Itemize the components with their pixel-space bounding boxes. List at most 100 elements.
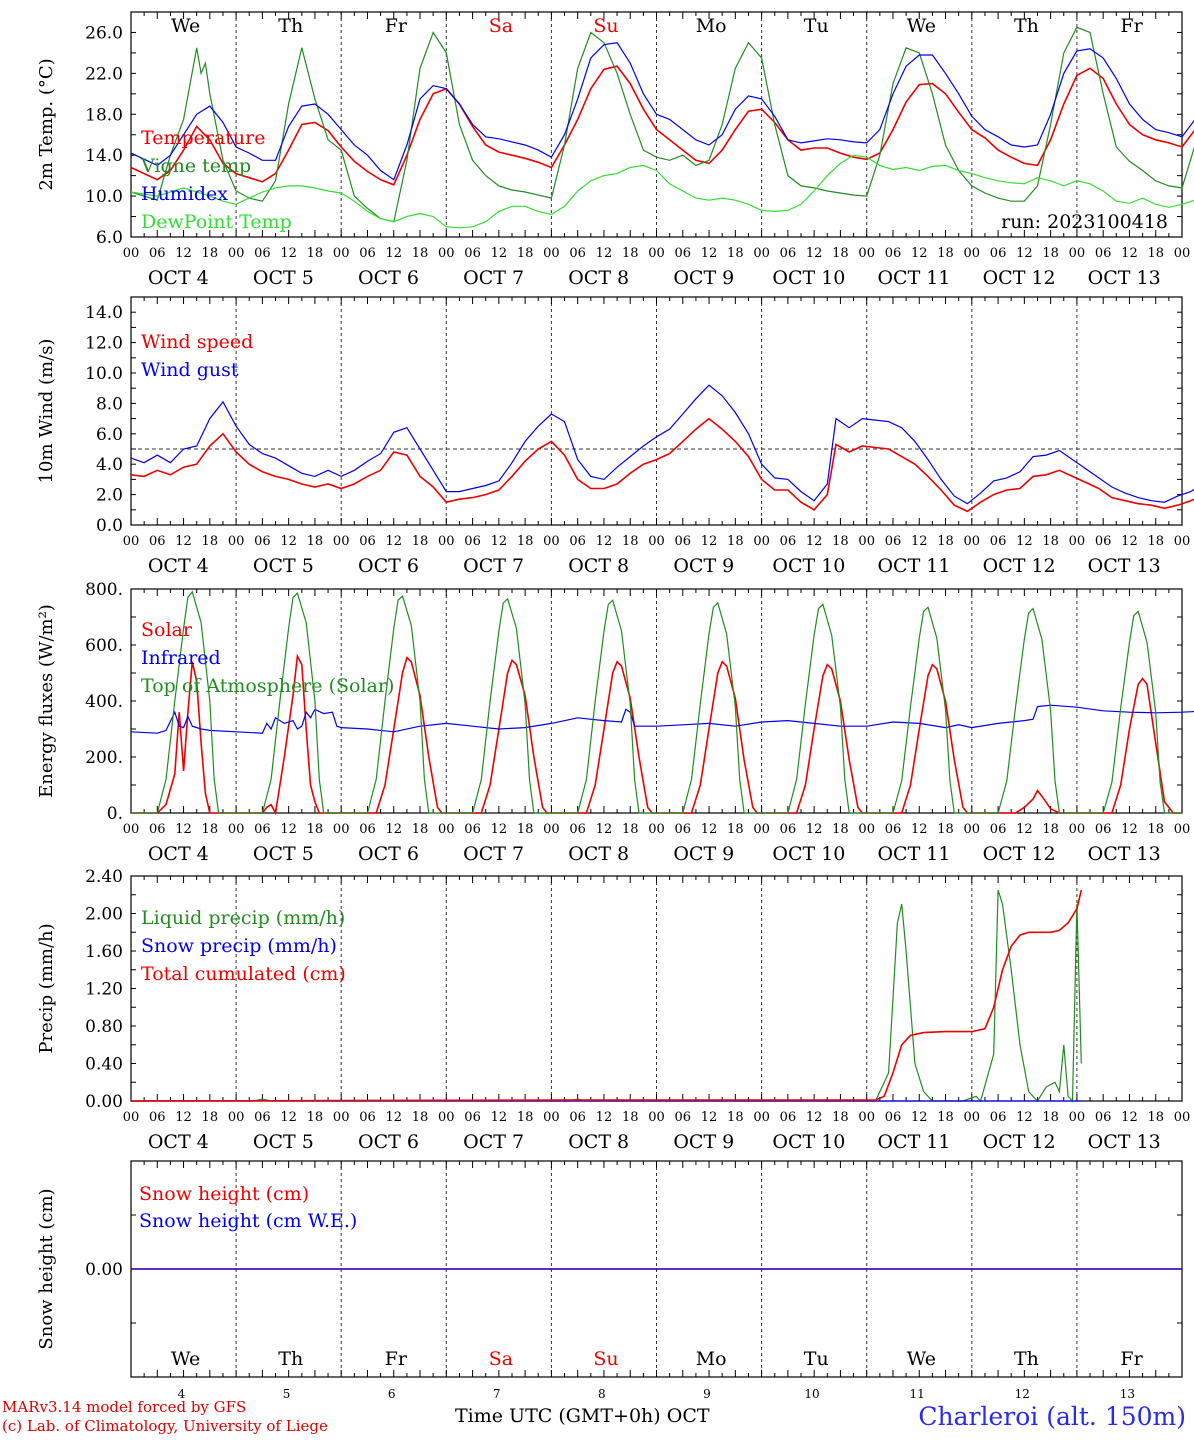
hour-tick-label: 00 [438,1110,455,1125]
y-axis-label: Precip (mm/h) [36,923,57,1053]
hour-tick-label: 06 [569,822,586,837]
date-label: OCT 8 [568,267,629,289]
hour-tick-label: 18 [412,534,429,549]
y-tick-label: 12.0 [85,334,123,354]
hour-tick-label: 18 [727,534,744,549]
date-label: OCT 6 [358,267,419,289]
date-label: OCT 12 [983,843,1056,865]
hour-tick-label: 00 [123,822,140,837]
y-tick-label: 0. [107,804,123,824]
hour-tick-label: 18 [1042,534,1059,549]
legend-entry: Infrared [141,647,221,669]
hour-tick-label: 00 [648,534,665,549]
hour-tick-label: 18 [307,822,324,837]
hour-tick-label: 18 [1042,246,1059,261]
weekday-label: Th [1014,15,1039,37]
hour-tick-label: 06 [1095,1110,1112,1125]
hour-tick-label: 06 [569,534,586,549]
date-label: OCT 5 [253,1131,314,1153]
hour-tick-label: 06 [675,534,692,549]
y-tick-label: 2.40 [85,867,123,887]
legend-entry: Wind gust [141,359,239,381]
hour-tick-label: 06 [359,1110,376,1125]
hour-tick-label: 06 [780,246,797,261]
date-label: OCT 5 [253,555,314,577]
weekday-label: Mo [696,15,727,37]
hour-tick-label: 00 [964,822,981,837]
hour-tick-label: 06 [1095,246,1112,261]
weekday-label: Sa [489,15,513,37]
series-line [130,154,1194,229]
hour-tick-label: 18 [832,822,849,837]
hour-tick-label: 06 [464,534,481,549]
hour-tick-label: 12 [911,1110,928,1125]
hour-tick-label: 12 [806,1110,823,1125]
hour-tick-label: 18 [622,246,639,261]
hour-tick-label: 06 [1095,822,1112,837]
hour-tick-label: 12 [385,534,402,549]
hour-tick-label: 00 [228,822,245,837]
hour-tick-label: 00 [123,534,140,549]
hour-tick-label: 12 [280,822,297,837]
hour-tick-label: 00 [648,1110,665,1125]
hour-tick-label: 00 [228,534,245,549]
y-tick-label: 2.00 [85,905,123,925]
date-label: OCT 13 [1088,267,1161,289]
date-label: OCT 13 [1088,555,1161,577]
hour-tick-label: 12 [701,534,718,549]
date-label: OCT 8 [568,555,629,577]
month-label: OCT [666,1405,710,1427]
y-tick-label: 6.0 [96,425,123,445]
y-axis-label: Energy fluxes (W/m²) [36,604,57,798]
hour-tick-label: 06 [254,246,271,261]
hour-tick-label: 00 [543,822,560,837]
hour-tick-label: 12 [280,246,297,261]
hour-tick-label: 00 [858,246,875,261]
legend-entry: Solar [141,619,193,641]
hour-tick-label: 06 [464,1110,481,1125]
hour-tick-label: 12 [596,534,613,549]
y-tick-label: 0.0 [96,516,123,536]
legend-entry: DewPoint Temp [141,211,292,233]
y-tick-label: 14.0 [85,303,123,323]
y-tick-label: 800. [85,580,123,600]
date-label: OCT 12 [983,267,1056,289]
hour-tick-label: 06 [675,822,692,837]
hour-tick-label: 00 [648,246,665,261]
hour-tick-label: 12 [491,822,508,837]
weekday-label: Mo [696,1348,727,1370]
date-label: OCT 10 [772,843,845,865]
hour-tick-label: 06 [569,246,586,261]
date-label: OCT 9 [673,267,734,289]
hour-tick-label: 18 [622,822,639,837]
hour-tick-label: 18 [727,1110,744,1125]
hour-tick-label: 06 [990,534,1007,549]
hour-tick-label: 12 [491,246,508,261]
date-label: OCT 5 [253,843,314,865]
date-label: OCT 4 [148,1131,209,1153]
hour-tick-label: 12 [701,822,718,837]
date-label: OCT 10 [772,267,845,289]
hour-tick-label: 00 [964,534,981,549]
legend-entry: Snow height (cm W.E.) [139,1210,357,1232]
hour-tick-label: 06 [990,246,1007,261]
hour-tick-label: 06 [149,246,166,261]
hour-tick-label: 06 [885,1110,902,1125]
y-tick-label: 10.0 [85,364,123,384]
hour-tick-label: 12 [701,246,718,261]
hour-tick-label: 18 [202,1110,219,1125]
hour-tick-label: 00 [753,822,770,837]
hour-tick-label: 06 [675,1110,692,1125]
hour-tick-label: 18 [307,534,324,549]
weekday-label: Th [278,15,303,37]
hour-tick-label: 18 [412,822,429,837]
hour-tick-label: 12 [596,246,613,261]
y-tick-label: 1.20 [85,980,123,1000]
hour-tick-label: 12 [385,822,402,837]
hour-tick-label: 00 [753,534,770,549]
date-label: OCT 7 [463,1131,524,1153]
y-tick-label: 6.0 [96,228,123,248]
hour-tick-label: 18 [517,246,534,261]
date-label: OCT 8 [568,843,629,865]
hour-tick-label: 12 [175,534,192,549]
